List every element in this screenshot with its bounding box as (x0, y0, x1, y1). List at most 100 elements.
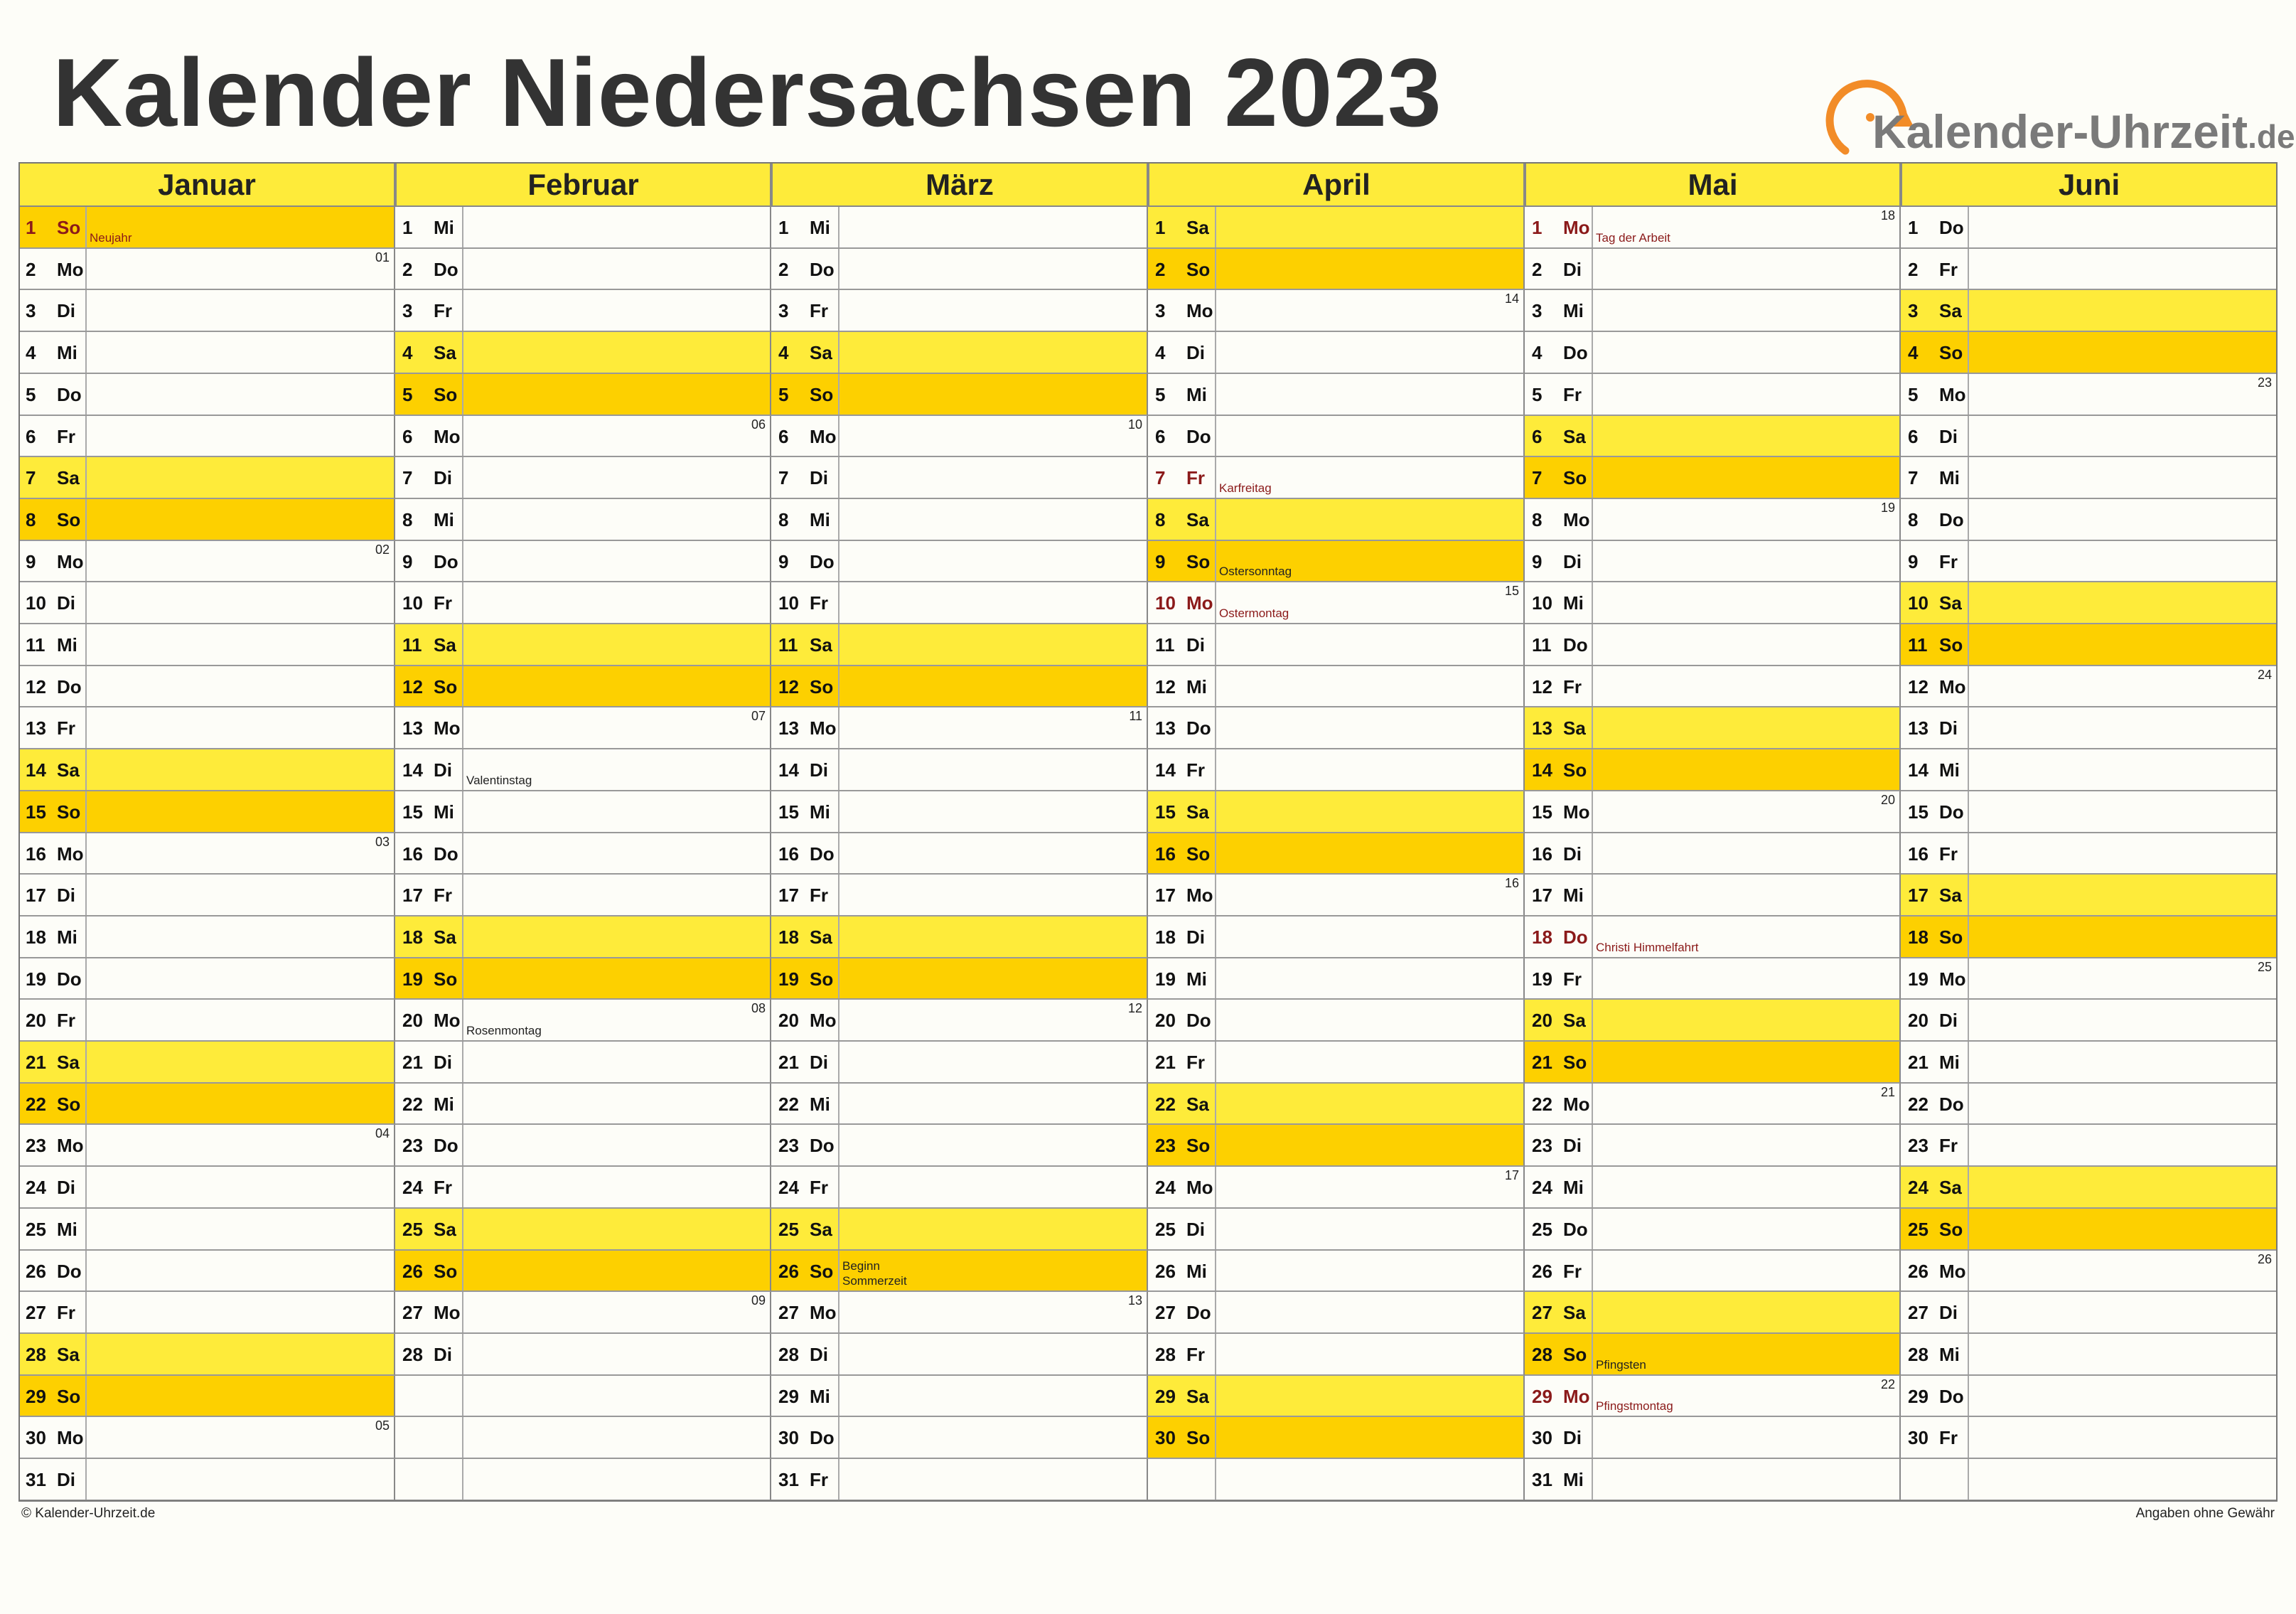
day-cell: 23 Do (771, 1125, 1148, 1167)
weekday-label: Mi (1939, 1052, 1960, 1073)
day-cell: 10 Mi (1525, 582, 1901, 624)
week-number: 12 (1127, 1001, 1142, 1015)
day-number: 16 (402, 843, 423, 865)
day-cell: 1 Do (1901, 207, 2278, 249)
day-cell: 2 Do (771, 249, 1148, 290)
day-number: 24 (1155, 1177, 1176, 1198)
event-label: Valentinstag (466, 773, 532, 787)
day-cell: 28 Sa (18, 1334, 395, 1376)
weekday-label: So (1186, 259, 1211, 280)
day-cell: 7 Di (771, 457, 1148, 499)
day-cell: 28 So Pfingsten (1525, 1334, 1901, 1376)
day-number: 9 (778, 551, 789, 572)
day-number: 4 (1532, 342, 1543, 363)
day-number: 9 (1155, 551, 1166, 572)
weekday-label: So (810, 384, 834, 405)
day-cell: 6 Mo 06 (395, 416, 771, 457)
event-label: Ostersonntag (1219, 564, 1292, 578)
weekday-label: Di (1563, 1135, 1582, 1156)
weekday-label: Di (1939, 717, 1958, 739)
day-cell: 15 So (18, 791, 395, 833)
day-number: 5 (778, 384, 789, 405)
day-number: 21 (402, 1052, 423, 1073)
day-number: 8 (1908, 509, 1919, 530)
day-number: 11 (1532, 634, 1552, 656)
weekday-label: Sa (1563, 1010, 1586, 1031)
day-number: 15 (1155, 801, 1176, 823)
day-cell: 18 Mi (18, 916, 395, 958)
day-number: 1 (402, 217, 413, 238)
day-cell: 13 Di (1901, 707, 2278, 749)
day-number: 20 (402, 1010, 423, 1031)
day-cell: 11 Mi (18, 624, 395, 666)
weekday-label: Di (434, 467, 452, 488)
day-cell: 27 Mo 09 (395, 1292, 771, 1334)
weekday-label: Mi (1563, 1469, 1584, 1490)
weekday-label: Fr (1939, 843, 1958, 865)
weekday-label: Fr (57, 426, 75, 447)
weekday-label: Sa (434, 342, 456, 363)
weekday-label: Di (434, 1344, 452, 1365)
weekday-label: Do (57, 1261, 82, 1282)
day-cell: 11 Di (1148, 624, 1525, 666)
weekday-label: Fr (1939, 259, 1958, 280)
weekday-label: Mi (1186, 676, 1207, 698)
day-cell: 22 Mi (395, 1084, 771, 1125)
weekday-label: So (1186, 1135, 1211, 1156)
day-cell: 30 Fr (1901, 1417, 2278, 1459)
day-cell: 14 So (1525, 749, 1901, 791)
day-cell: 21 So (1525, 1042, 1901, 1084)
month-header: April (1148, 162, 1525, 207)
day-number: 5 (26, 384, 36, 405)
weekday-label: Mo (810, 1010, 837, 1031)
weekday-label: Mi (434, 509, 454, 530)
weekday-label: Mi (1186, 1261, 1207, 1282)
day-number: 12 (1155, 676, 1176, 698)
day-cell: 6 Di (1901, 416, 2278, 457)
weekday-label: Di (57, 592, 75, 614)
weekday-label: So (810, 968, 834, 990)
event-label: Pfingsten (1596, 1357, 1646, 1372)
day-number: 23 (778, 1135, 799, 1156)
day-number: 13 (402, 717, 423, 739)
weekday-label: So (434, 1261, 458, 1282)
day-number: 1 (778, 217, 789, 238)
weekday-label: Fr (1186, 1344, 1205, 1365)
weekday-label: So (1563, 759, 1587, 781)
day-number: 30 (1532, 1427, 1552, 1448)
month-header: Mai (1525, 162, 1901, 207)
week-number: 04 (375, 1126, 390, 1140)
week-number: 03 (375, 835, 390, 849)
weekday-label: Mo (1939, 676, 1966, 698)
day-cell: 12 Fr (1525, 666, 1901, 707)
day-cell: 29 Do (1901, 1376, 2278, 1417)
day-number: 14 (1908, 759, 1928, 781)
weekday-label: Mo (434, 426, 461, 447)
day-number: 7 (402, 467, 413, 488)
day-number: 12 (1908, 676, 1928, 698)
day-number: 28 (1155, 1344, 1176, 1365)
month-header: März (771, 162, 1148, 207)
logo[interactable]: Kalender-Uhrzeit.de (1824, 71, 2295, 164)
weekday-label: Sa (810, 1219, 832, 1240)
weekday-label: Mi (434, 801, 454, 823)
day-number: 22 (402, 1094, 423, 1115)
day-cell: 13 Sa (1525, 707, 1901, 749)
day-cell: 11 Sa (771, 624, 1148, 666)
weekday-label: Mi (1563, 1177, 1584, 1198)
day-number: 18 (26, 926, 46, 948)
weekday-label: Mo (434, 1302, 461, 1323)
day-number: 28 (26, 1344, 46, 1365)
day-cell: 15 Mi (771, 791, 1148, 833)
day-number: 9 (402, 551, 413, 572)
weekday-label: Mi (1939, 1344, 1960, 1365)
weekday-label: Mo (1186, 300, 1213, 321)
weekday-label: Di (1563, 551, 1582, 572)
weekday-label: Mi (57, 1219, 77, 1240)
disclaimer-note: Angaben ohne Gewähr (2135, 1506, 2275, 1521)
weekday-label: So (1939, 1219, 1963, 1240)
weekday-label: So (1186, 1427, 1211, 1448)
day-cell: 21 Di (395, 1042, 771, 1084)
weekday-label: Mo (810, 717, 837, 739)
weekday-label: Mi (434, 1094, 454, 1115)
